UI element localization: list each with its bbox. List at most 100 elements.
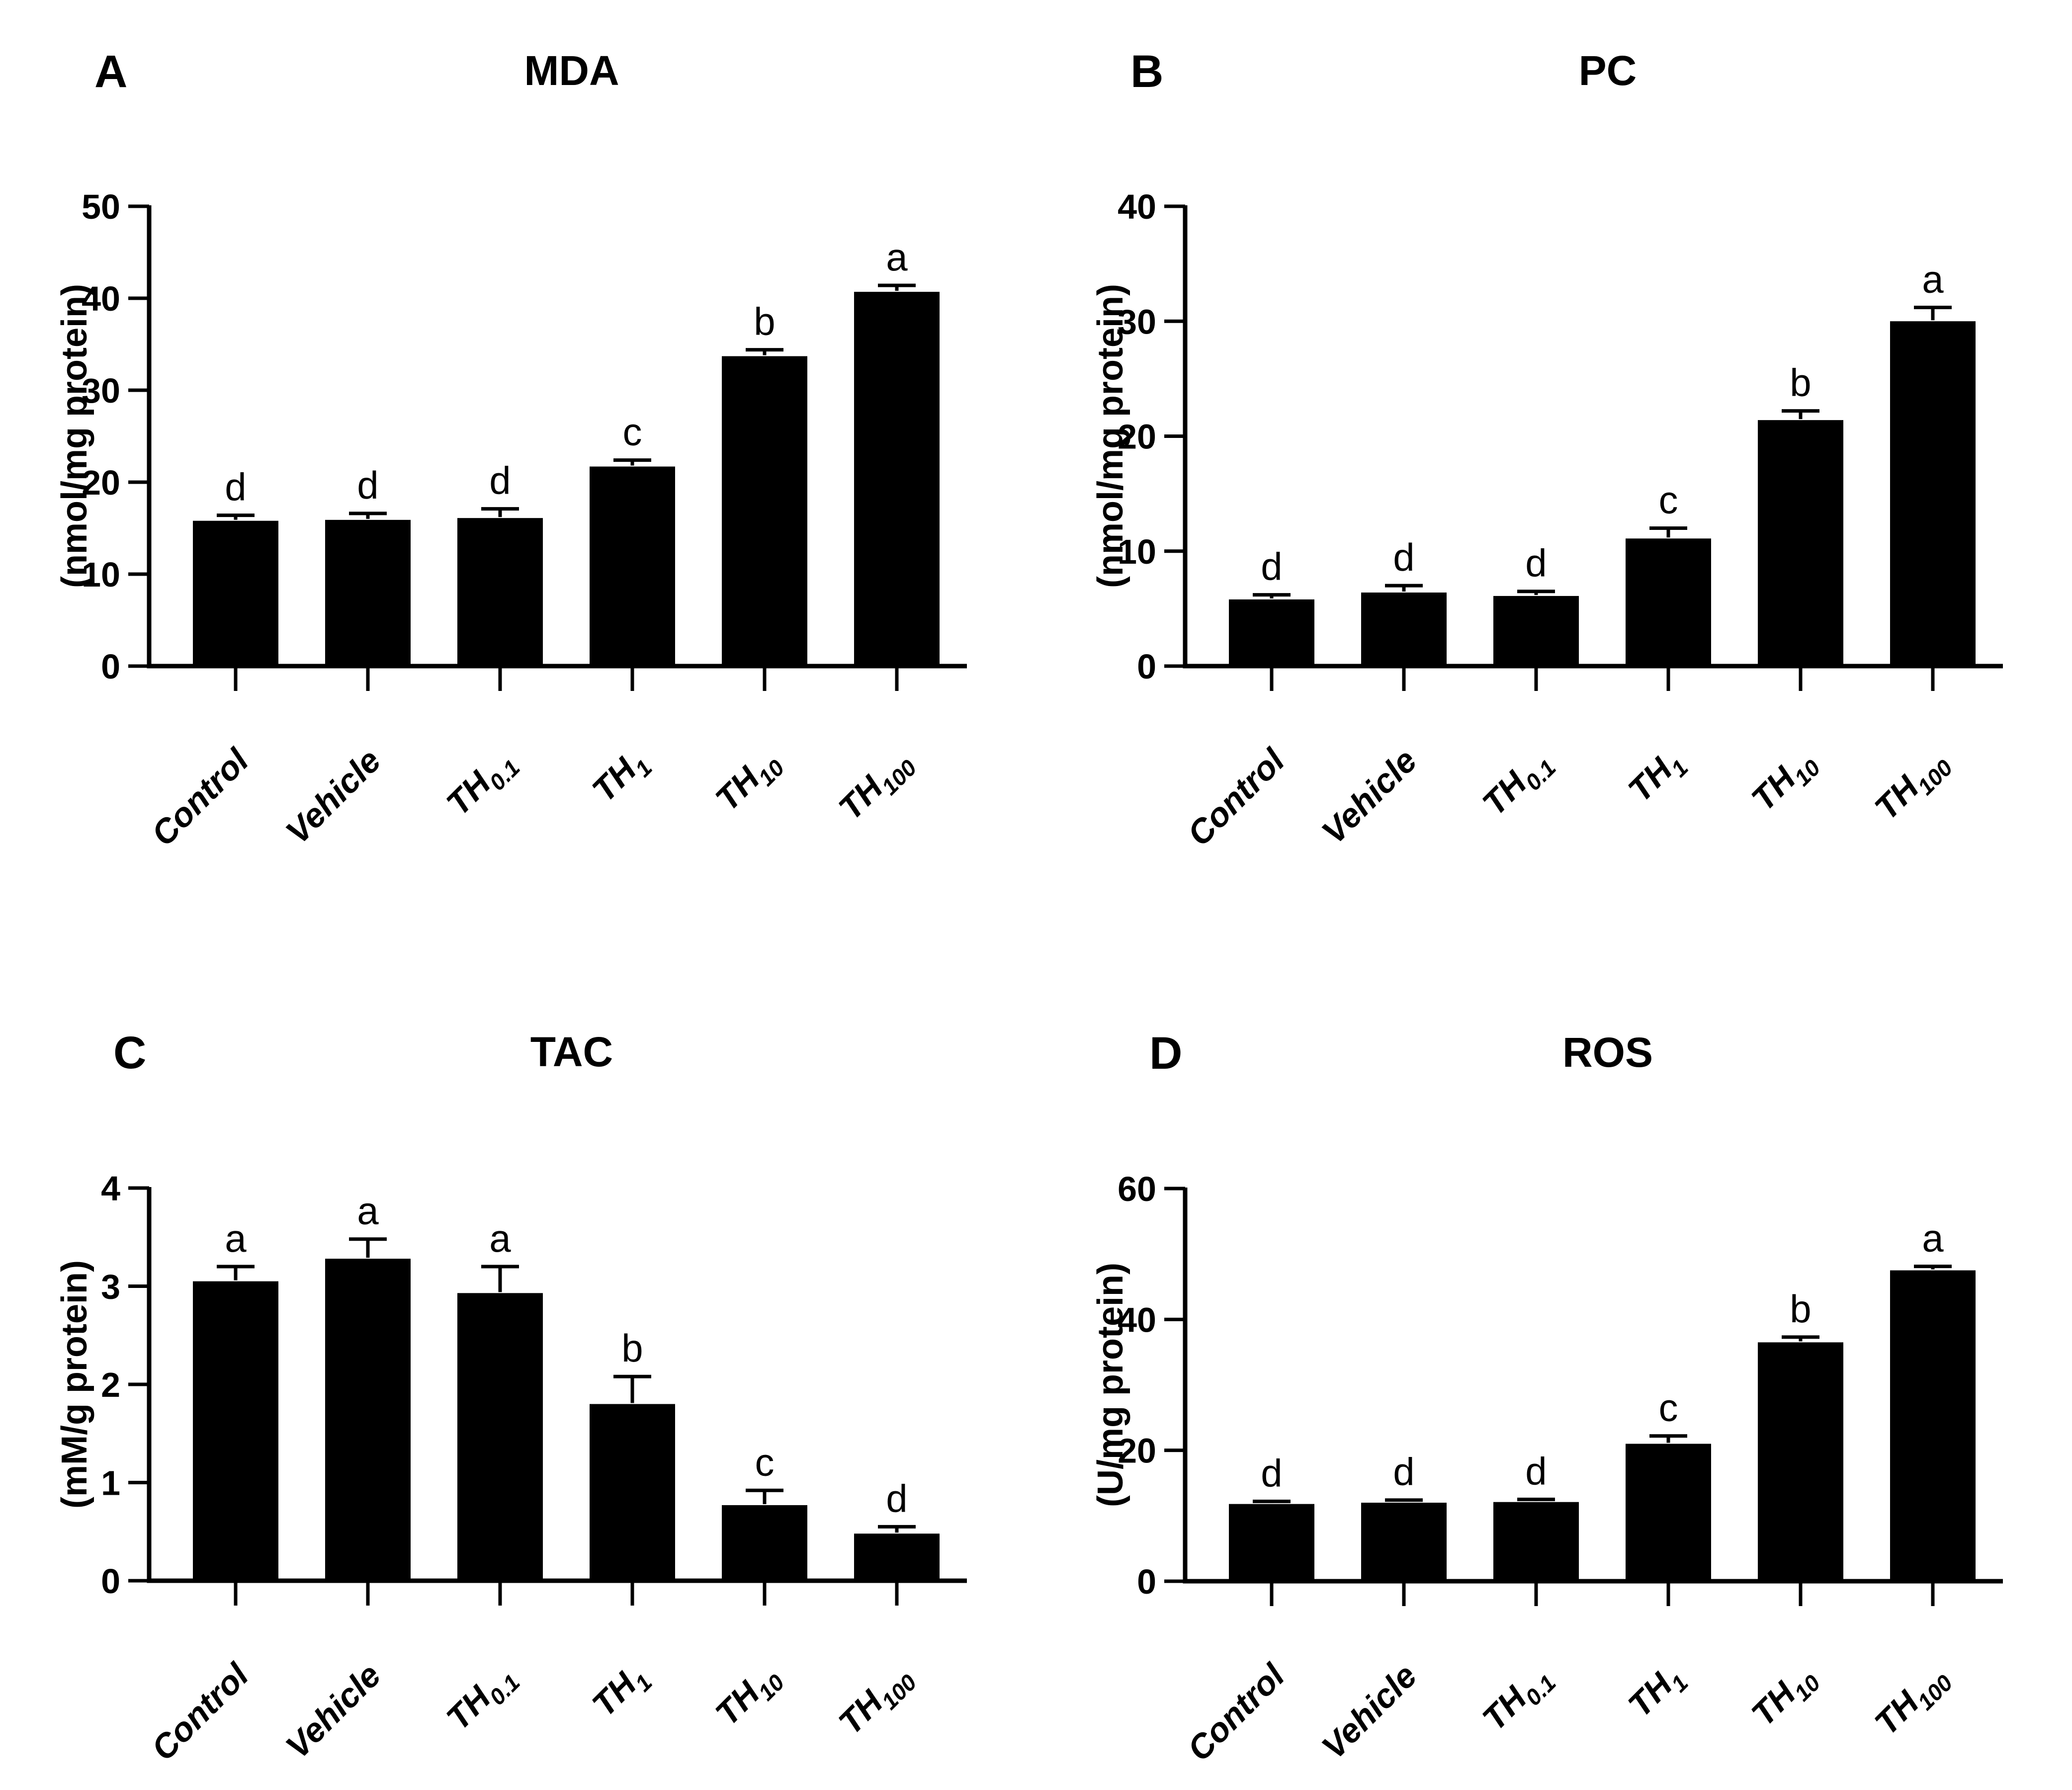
x-category-label: TH0.1: [439, 1656, 525, 1742]
bar: [722, 356, 807, 666]
y-tick-label: 10: [82, 555, 120, 594]
y-tick-label: 10: [1118, 532, 1156, 571]
bar: [193, 1281, 278, 1581]
bar: [1493, 596, 1579, 666]
x-category-label: TH10: [708, 742, 790, 823]
x-category-label: Vehicle: [278, 742, 388, 851]
bar: [325, 519, 411, 666]
bar: [1890, 321, 1976, 666]
y-tick-label: 3: [101, 1268, 120, 1306]
sig-letter: d: [1261, 1451, 1282, 1495]
sig-letter: a: [357, 1189, 379, 1233]
y-tick-label: 40: [1118, 1300, 1156, 1339]
x-category-label: Vehicle: [1314, 1657, 1424, 1766]
x-category-label: TH1: [585, 742, 657, 814]
panel-D-plot: 0 20 40 60 d Control d Vehicle d TH0.1 c TH1 b TH10 a T…: [1118, 1170, 2003, 1769]
panel-C-title: TAC: [530, 1028, 613, 1075]
x-category-label: Vehicle: [1314, 742, 1424, 851]
y-tick-label: 1: [101, 1464, 120, 1503]
bar: [854, 1534, 940, 1581]
y-tick-label: 0: [101, 647, 120, 686]
y-tick-label: 40: [1118, 187, 1156, 226]
y-tick-label: 40: [82, 279, 120, 318]
x-category-label: TH1: [1621, 1657, 1693, 1729]
y-tick-label: 0: [1137, 647, 1156, 686]
bar: [1361, 593, 1447, 666]
sig-letter: c: [623, 410, 642, 454]
sig-letter: a: [886, 235, 908, 279]
y-tick-label: 50: [82, 187, 120, 226]
x-category-label: Control: [1180, 741, 1293, 853]
sig-letter: d: [1525, 1449, 1547, 1493]
x-category-label: TH100: [831, 742, 922, 832]
bar: [590, 1404, 675, 1581]
y-tick-label: 60: [1118, 1170, 1156, 1208]
sig-letter: c: [755, 1440, 775, 1484]
bar: [722, 1505, 807, 1581]
bar: [1890, 1270, 1976, 1581]
x-category-label: TH10: [708, 1656, 790, 1738]
x-category-label: TH10: [1744, 742, 1826, 823]
panel-A-label: A: [94, 46, 128, 97]
sig-letter: b: [1790, 1287, 1811, 1331]
sig-letter: d: [1525, 541, 1547, 585]
sig-letter: d: [225, 465, 246, 509]
panel-C-label: C: [113, 1027, 147, 1078]
x-category-label: TH100: [831, 1656, 922, 1747]
y-tick-label: 30: [1118, 302, 1156, 341]
panel-A-plot: 0 10 20 30 40 50 d Control d Vehicle d TH0.1 c TH1 b TH…: [82, 187, 967, 853]
y-tick-label: 4: [101, 1169, 120, 1208]
y-tick-label: 0: [101, 1562, 120, 1601]
x-category-label: TH0.1: [439, 742, 525, 827]
sig-letter: a: [225, 1216, 247, 1260]
x-category-label: TH0.1: [1475, 1657, 1561, 1742]
y-tick-label: 20: [1118, 418, 1156, 456]
y-tick-label: 20: [1118, 1432, 1156, 1470]
sig-letter: b: [754, 300, 775, 343]
y-tick-label: 0: [1137, 1562, 1156, 1601]
panel-C: C TAC (mM/g protein) 0 1 2 3 4 a Control a Vehic…: [0, 895, 1036, 1790]
bar: [193, 520, 278, 666]
x-category-label: TH10: [1744, 1657, 1826, 1738]
sig-letter: d: [1393, 1450, 1414, 1494]
bar: [1229, 1504, 1314, 1581]
bar: [1361, 1503, 1447, 1581]
panel-A-title: MDA: [524, 47, 619, 94]
x-category-label: Control: [144, 1655, 257, 1768]
bar: [325, 1259, 411, 1581]
y-tick-label: 2: [101, 1365, 120, 1404]
sig-letter: a: [1922, 257, 1944, 301]
y-tick-label: 30: [82, 371, 120, 410]
bar: [1229, 599, 1314, 666]
sig-letter: d: [1393, 535, 1414, 579]
bar: [457, 1293, 543, 1581]
bar: [590, 466, 675, 666]
bar: [457, 518, 543, 666]
panel-B-label: B: [1130, 46, 1164, 97]
sig-letter: d: [886, 1476, 907, 1520]
x-category-label: Vehicle: [278, 1656, 388, 1766]
bar: [1493, 1502, 1579, 1581]
x-category-label: TH0.1: [1475, 742, 1561, 827]
sig-letter: a: [489, 1216, 511, 1260]
panel-D-title: ROS: [1562, 1029, 1653, 1076]
panel-B-title: PC: [1578, 47, 1637, 94]
sig-letter: d: [1261, 545, 1282, 589]
x-category-label: Control: [1180, 1656, 1293, 1768]
bar: [854, 292, 940, 666]
x-category-label: Control: [144, 741, 257, 853]
sig-letter: c: [1659, 478, 1678, 522]
bar: [1626, 538, 1711, 666]
sig-letter: b: [1790, 361, 1811, 405]
panel-D-label: D: [1149, 1028, 1183, 1079]
panel-C-plot: 0 1 2 3 4 a Control a Vehicle a TH0.1 b TH1 c TH10 d TH1…: [101, 1169, 967, 1768]
x-category-label: TH100: [1867, 742, 1958, 832]
sig-letter: c: [1659, 1386, 1678, 1430]
y-tick-label: 20: [82, 463, 120, 502]
panel-B: B PC (nmol/mg protein) 0 10 20 30 40 d Control…: [1036, 0, 2072, 895]
sig-letter: a: [1922, 1216, 1944, 1260]
x-category-label: TH1: [1621, 742, 1693, 814]
bar: [1626, 1444, 1711, 1581]
panel-B-plot: 0 10 20 30 40 d Control d Vehicle d TH0.1 c TH1 b TH10…: [1118, 187, 2003, 853]
